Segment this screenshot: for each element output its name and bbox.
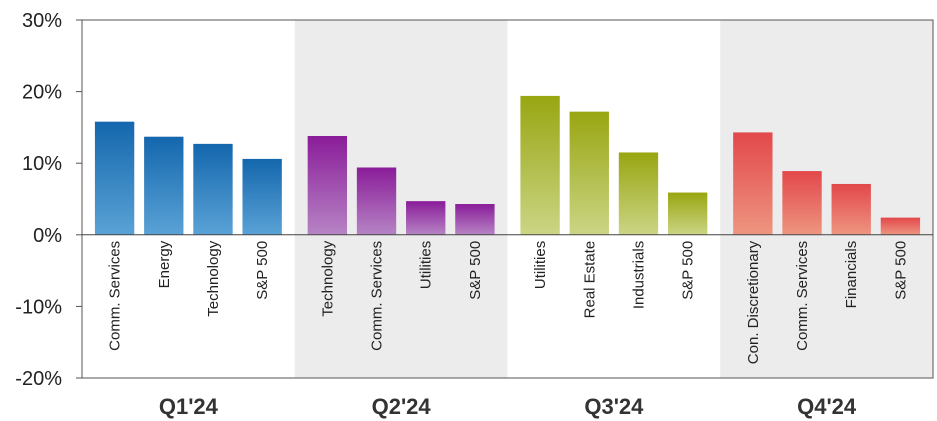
category-label: Energy xyxy=(156,240,173,288)
category-label: S&P 500 xyxy=(892,241,909,300)
quarter-shading-layer xyxy=(294,20,933,378)
category-label: Industrials xyxy=(630,241,647,309)
bar xyxy=(307,135,348,235)
category-label: Technology xyxy=(205,240,222,316)
bar xyxy=(880,217,921,235)
quarter-label: Q3'24 xyxy=(584,394,644,419)
category-label: Comm. Services xyxy=(107,241,124,351)
category-label: S&P 500 xyxy=(467,241,484,300)
y-tick-label: 30% xyxy=(22,10,62,32)
quarter-label: Q4'24 xyxy=(797,394,857,419)
category-label: S&P 500 xyxy=(254,241,271,300)
category-label: Utilities xyxy=(418,241,435,289)
y-tick-label: -10% xyxy=(15,296,62,318)
bar xyxy=(618,152,659,235)
category-label: Utilities xyxy=(532,241,549,289)
quarter-label: Q1'24 xyxy=(159,394,219,419)
bar xyxy=(782,171,822,235)
y-tick-label: 10% xyxy=(22,153,62,175)
category-label: Financials xyxy=(843,241,860,309)
bar xyxy=(144,136,184,235)
y-tick-label: 0% xyxy=(33,225,62,247)
bar xyxy=(193,143,233,235)
category-label: Con. Discretionary xyxy=(745,240,762,364)
bar xyxy=(455,204,495,235)
bar xyxy=(242,158,282,235)
bar xyxy=(667,192,708,235)
quarter-label: Q2'24 xyxy=(372,394,432,419)
plot-frame xyxy=(81,19,934,379)
category-label: Real Estate xyxy=(581,241,598,319)
bars-layer xyxy=(94,95,921,235)
bar xyxy=(520,95,560,235)
category-label: S&P 500 xyxy=(680,241,697,300)
y-axis: 30% 20% 10% 0% -10% -20% xyxy=(15,10,82,390)
bar xyxy=(94,121,135,235)
category-label: Comm. Services xyxy=(794,241,811,351)
category-labels-layer: Comm. Services Energy Technology S&P 500 Tec… xyxy=(107,240,910,364)
y-tick-label: 20% xyxy=(22,82,62,104)
y-tick-label: -20% xyxy=(15,368,62,390)
bar xyxy=(569,111,609,235)
category-label: Technology xyxy=(319,240,336,316)
category-label: Comm. Services xyxy=(369,241,386,351)
bar xyxy=(406,201,446,235)
bar xyxy=(831,183,871,235)
quarter-labels-layer: Q1'24 Q2'24 Q3'24 Q4'24 xyxy=(159,394,857,419)
bar xyxy=(356,167,397,235)
bar xyxy=(733,132,773,235)
